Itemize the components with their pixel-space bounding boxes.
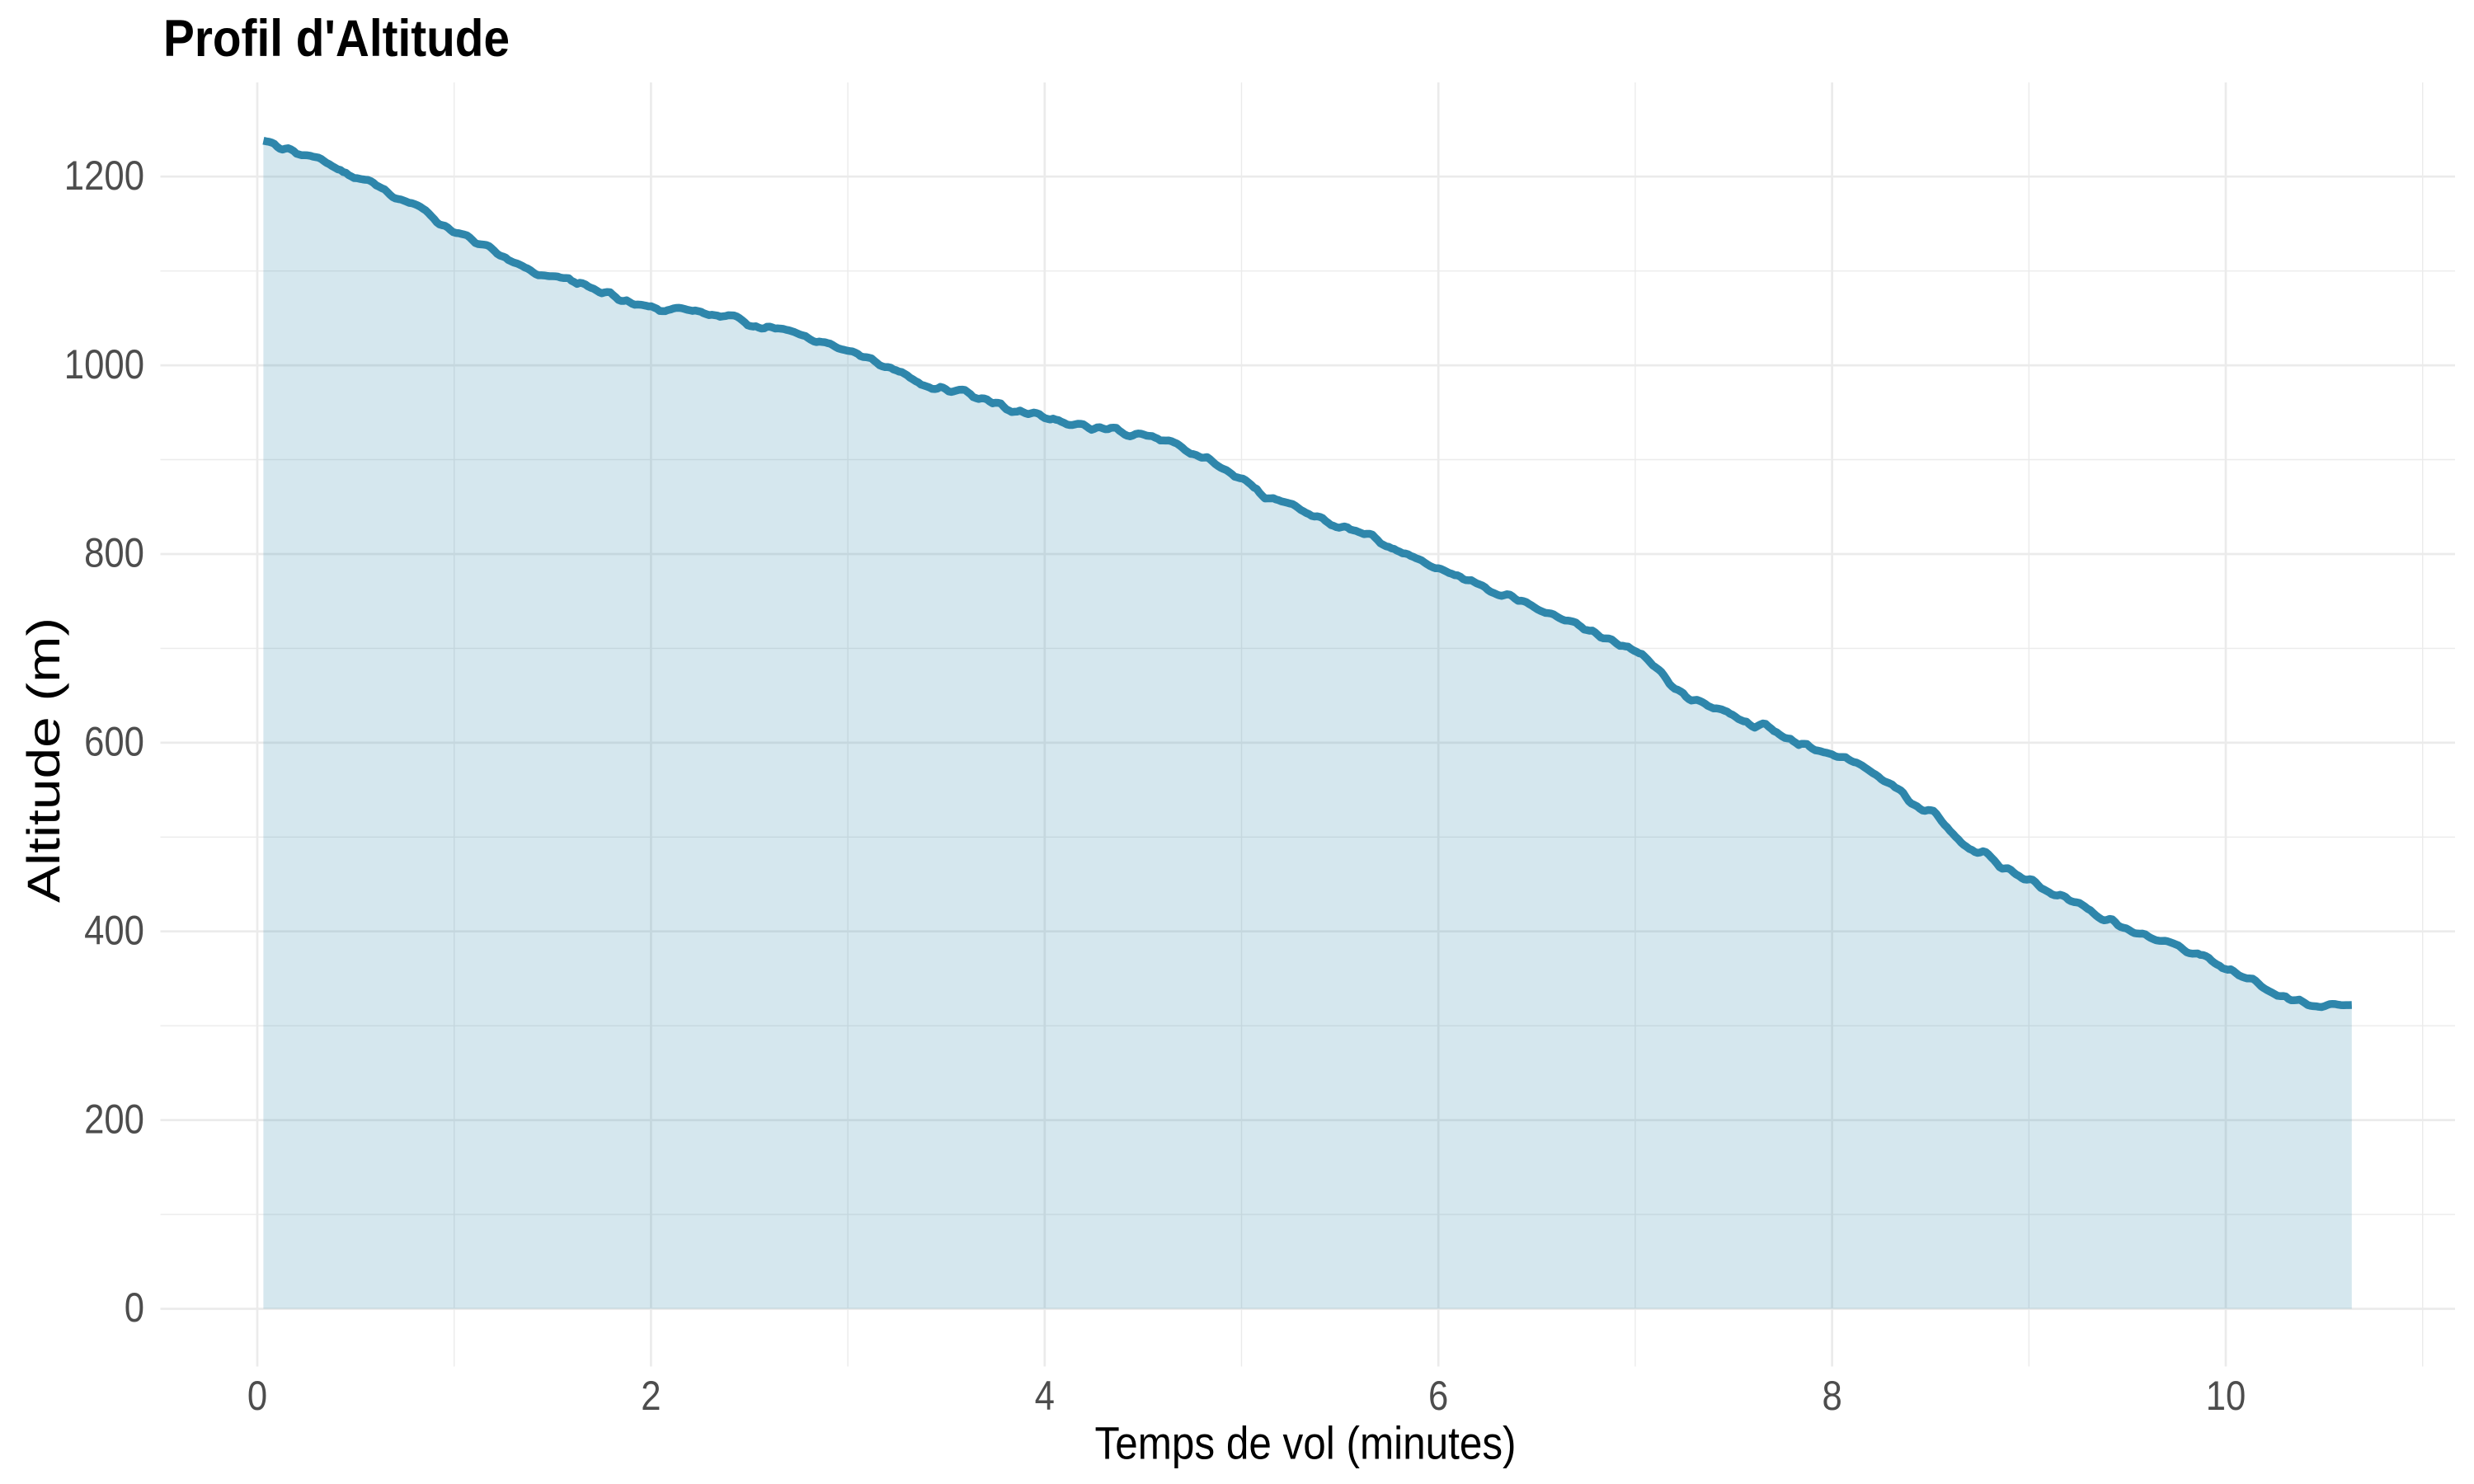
svg-text:2: 2 bbox=[641, 1373, 661, 1419]
svg-text:Temps de vol (minutes): Temps de vol (minutes) bbox=[1095, 1417, 1517, 1469]
svg-text:0: 0 bbox=[247, 1373, 267, 1419]
svg-text:1000: 1000 bbox=[64, 341, 144, 387]
svg-text:800: 800 bbox=[84, 530, 144, 576]
svg-text:10: 10 bbox=[2206, 1373, 2246, 1419]
svg-text:400: 400 bbox=[84, 907, 144, 953]
svg-text:0: 0 bbox=[125, 1284, 144, 1331]
svg-text:200: 200 bbox=[84, 1096, 144, 1142]
svg-text:600: 600 bbox=[84, 719, 144, 765]
svg-text:Profil d'Altitude: Profil d'Altitude bbox=[163, 10, 510, 68]
svg-text:8: 8 bbox=[1822, 1373, 1841, 1419]
svg-text:4: 4 bbox=[1035, 1373, 1055, 1419]
svg-text:Altitude (m): Altitude (m) bbox=[17, 618, 69, 903]
svg-text:6: 6 bbox=[1428, 1373, 1448, 1419]
svg-text:1200: 1200 bbox=[64, 153, 144, 199]
